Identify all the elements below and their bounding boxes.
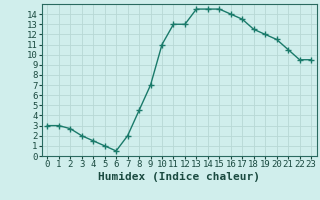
X-axis label: Humidex (Indice chaleur): Humidex (Indice chaleur) bbox=[98, 172, 260, 182]
